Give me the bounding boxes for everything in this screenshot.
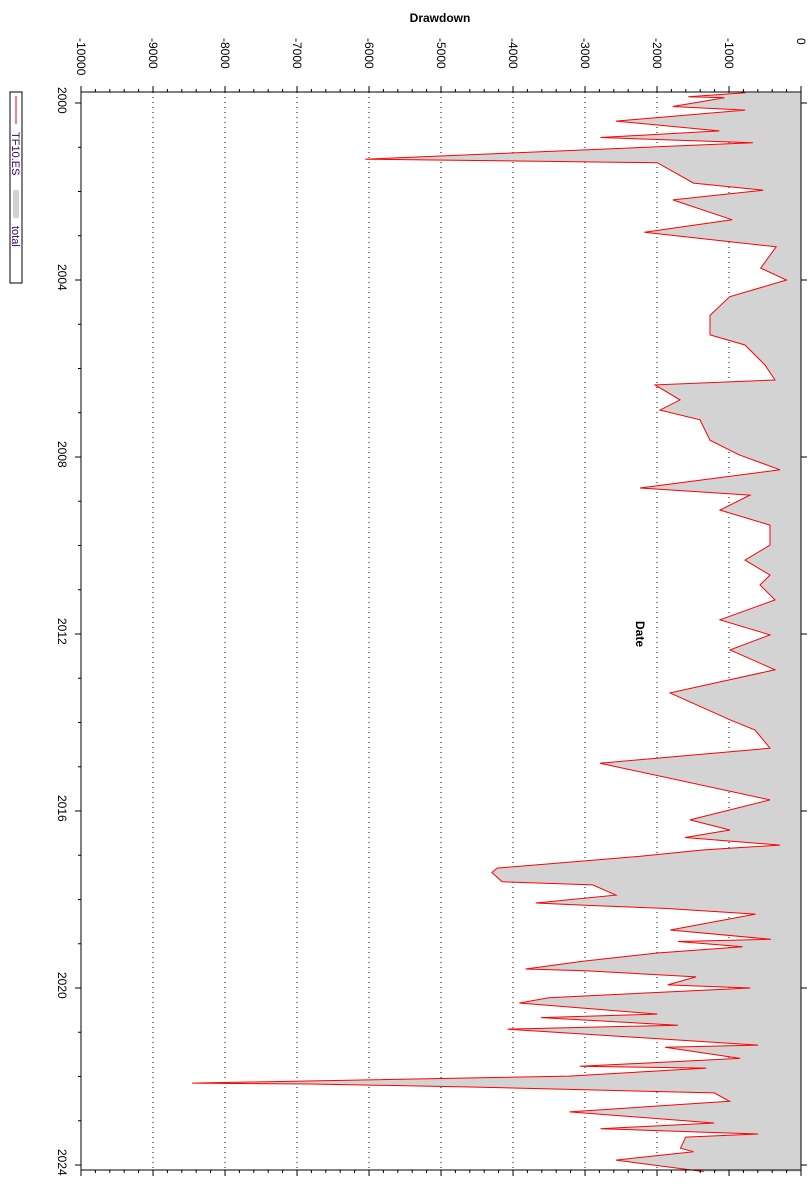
y-tick-label: -9000 xyxy=(146,38,160,69)
y-tick-label: -6000 xyxy=(362,38,376,69)
x-tick-label: 2004 xyxy=(55,264,69,291)
y-axis-title: Drawdown xyxy=(410,11,471,25)
x-tick-label: 2016 xyxy=(55,795,69,822)
legend-box xyxy=(9,91,23,284)
legend-swatch-total xyxy=(13,190,19,218)
x-tick-label: 2024 xyxy=(55,1149,69,1176)
drawdown-axis: -10000 -9000 -8000 -7000 -6000 -5000 -4000 -300… xyxy=(74,38,808,1176)
y-tick-label: -2000 xyxy=(650,38,664,69)
date-axis: 2000 2004 2008 2012 2016 2020 2024 xyxy=(55,87,807,1176)
y-tick-label: -1000 xyxy=(722,38,736,69)
x-tick-label: 2012 xyxy=(55,618,69,645)
legend-label-tf10-es: TF10.ES xyxy=(9,132,21,175)
y-tick-label: -10000 xyxy=(74,38,88,76)
x-axis-title: Date xyxy=(633,621,647,647)
legend: TF10.ES total xyxy=(9,91,23,284)
series-line-tf10-es xyxy=(192,92,788,1173)
y-tick-label: -8000 xyxy=(218,38,232,69)
x-tick-label: 2020 xyxy=(55,972,69,999)
y-tick-label: -4000 xyxy=(506,38,520,69)
y-tick-label: -5000 xyxy=(434,38,448,69)
y-tick-label: 0 xyxy=(794,38,808,45)
series-area-total xyxy=(192,92,802,1172)
y-tick-label: -3000 xyxy=(578,38,592,69)
x-tick-label: 2008 xyxy=(55,441,69,468)
x-tick-label: 2000 xyxy=(55,87,69,114)
legend-label-total: total xyxy=(9,226,21,247)
y-tick-label: -7000 xyxy=(290,38,304,69)
